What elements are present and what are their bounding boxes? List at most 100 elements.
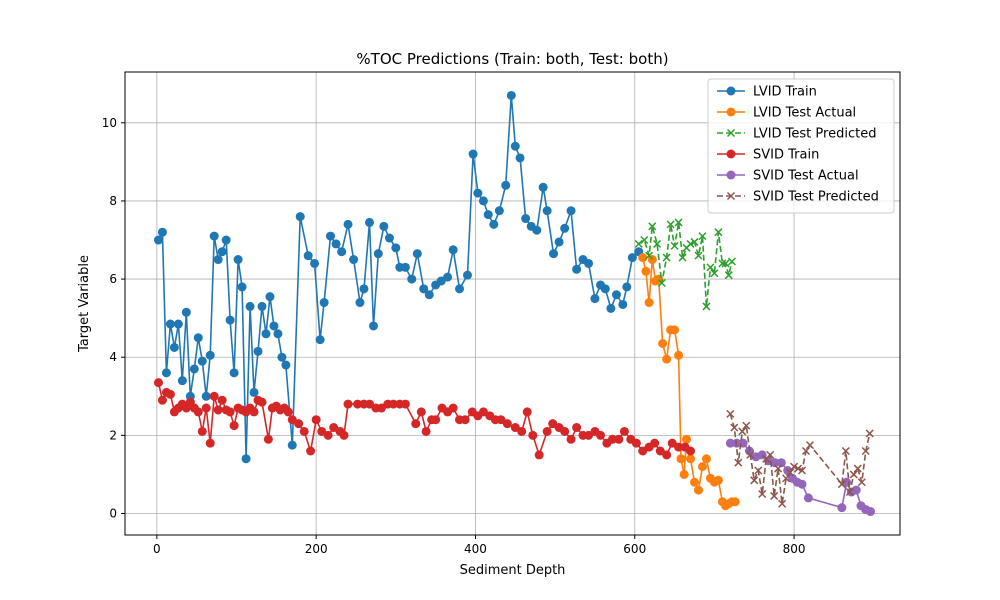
svid-test-actual-point: [770, 458, 780, 468]
chart-title: %TOC Predictions (Train: both, Test: bot…: [356, 50, 668, 68]
svid-train-point: [522, 407, 532, 417]
lvid-train-point: [560, 223, 570, 233]
lvid-train-point: [303, 251, 313, 261]
svid-train-point: [416, 407, 426, 417]
svid-test-predicted-point: [726, 409, 735, 418]
lvid-test-predicted-point: [690, 237, 699, 246]
lvid-train-point: [229, 368, 239, 378]
svid-train-series: [153, 378, 696, 460]
lvid-train-point: [277, 352, 287, 362]
svid-test-predicted-point: [782, 474, 791, 483]
lvid-test-actual-point: [679, 469, 689, 479]
svid-train-point: [431, 415, 441, 425]
lvid-train-point: [343, 219, 353, 229]
legend-marker: [726, 128, 736, 138]
svid-train-point: [213, 405, 223, 415]
lvid-train-point: [253, 346, 263, 356]
svid-train-point: [197, 426, 207, 436]
lvid-train-point: [355, 298, 365, 308]
lvid-train-point: [515, 153, 525, 163]
svid-test-predicted-series: [726, 409, 874, 508]
legend-label: LVID Test Predicted: [753, 127, 876, 142]
lvid-train-point: [269, 321, 279, 331]
lvid-test-predicted-point: [702, 302, 711, 311]
svid-test-predicted-point: [758, 489, 767, 499]
lvid-train-point: [506, 90, 516, 100]
svid-train-point: [209, 391, 219, 401]
svid-train-point: [165, 389, 175, 399]
lvid-train-point: [468, 149, 478, 159]
svid-train-point: [686, 446, 696, 456]
svid-train-point: [619, 426, 629, 436]
ticks: 0 200 400 600 800 0 2 4 6 8 10: [102, 116, 806, 556]
lvid-train-point: [369, 321, 379, 331]
lvid-train-point: [201, 391, 211, 401]
lvid-train-point: [337, 247, 347, 257]
lvid-train-point: [618, 299, 628, 309]
svid-test-predicted-point: [746, 450, 755, 459]
lvid-test-actual-point: [682, 434, 692, 444]
lvid-train-point: [379, 221, 389, 231]
lvid-train-point: [319, 298, 329, 308]
lvid-train-point: [590, 294, 600, 304]
lvid-train-point: [584, 258, 594, 268]
lvid-train-point: [157, 227, 167, 237]
svid-test-predicted-point: [750, 476, 759, 485]
svid-train-point: [217, 395, 227, 405]
lvid-test-predicted-point: [714, 228, 723, 237]
svid-train-point: [534, 450, 544, 460]
lvid-train-point: [245, 301, 255, 311]
lvid-train-point: [225, 315, 235, 325]
svid-test-actual-point: [797, 479, 807, 489]
svid-train-point: [205, 438, 215, 448]
lvid-test-actual-point: [658, 339, 668, 349]
lvid-test-predicted-series: [634, 218, 736, 311]
lvid-train-point: [412, 249, 422, 259]
lvid-train-series: [153, 90, 644, 464]
lvid-train-point: [217, 247, 227, 257]
svid-train-point: [674, 442, 684, 452]
x-tick-label: 600: [623, 542, 646, 556]
x-tick-label: 800: [783, 542, 806, 556]
svid-train-point: [343, 399, 353, 409]
legend-marker: [726, 107, 736, 117]
lvid-train-point: [532, 225, 542, 235]
svid-train-point: [323, 430, 333, 440]
svid-test-predicted-point: [778, 499, 787, 508]
lvid-test-predicted-point: [718, 259, 727, 268]
lvid-train-point: [165, 319, 175, 329]
series-layer: [153, 90, 876, 517]
lvid-train-point: [443, 272, 453, 282]
svid-train-point: [229, 421, 239, 431]
svid-train-point: [662, 450, 672, 460]
lvid-test-predicted-point: [645, 251, 654, 260]
lvid-train-point: [209, 231, 219, 241]
lvid-train-point: [273, 329, 283, 339]
legend-item-lvid-test-predicted: LVID Test Predicted: [717, 127, 876, 142]
lvid-train-point: [489, 219, 499, 229]
lvid-train-point: [424, 290, 434, 300]
lvid-train-point: [173, 319, 183, 329]
lvid-test-predicted-point: [727, 257, 736, 266]
lvid-train-point: [373, 249, 383, 259]
lvid-train-point: [281, 360, 291, 370]
lvid-train-point: [257, 301, 267, 311]
lvid-train-point: [169, 342, 179, 352]
legend-item-svid-test-predicted: SVID Test Predicted: [717, 190, 879, 205]
lvid-train-point: [287, 440, 297, 450]
svid-train-point: [353, 399, 363, 409]
legend-marker: [726, 86, 736, 96]
svid-test-predicted-point: [774, 464, 783, 473]
legend-marker: [726, 191, 736, 201]
svid-test-actual-point: [803, 493, 813, 503]
lvid-test-predicted-point: [634, 239, 643, 248]
svid-train-point: [294, 419, 304, 429]
x-axis-title: Sediment Depth: [460, 563, 566, 578]
svid-train-point: [153, 378, 163, 388]
lvid-test-predicted-point: [721, 259, 730, 268]
svid-train-point: [201, 403, 211, 413]
svid-test-predicted-point: [738, 427, 747, 436]
svid-test-predicted-point: [845, 487, 854, 497]
svid-test-predicted-point: [841, 446, 850, 456]
